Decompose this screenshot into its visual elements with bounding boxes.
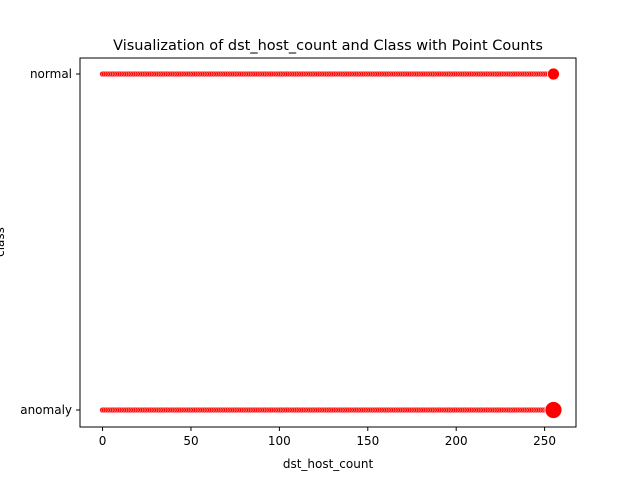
x-tick-label: 50 bbox=[183, 434, 198, 448]
y-tick-label: normal bbox=[30, 67, 72, 81]
y-axis: anomaly normal bbox=[20, 67, 80, 417]
large-point-normal bbox=[547, 67, 560, 81]
large-point-anomaly bbox=[544, 401, 563, 419]
x-tick-label: 200 bbox=[445, 434, 468, 448]
plot-frame bbox=[79, 57, 577, 428]
x-axis-label: dst_host_count bbox=[283, 457, 374, 471]
y-tick-label: anomaly bbox=[20, 403, 72, 417]
y-axis-label: class bbox=[0, 227, 7, 257]
plot-area bbox=[99, 67, 563, 419]
x-tick-label: 250 bbox=[533, 434, 556, 448]
x-axis: 0 50 100 150 200 250 bbox=[99, 427, 556, 448]
x-tick-label: 100 bbox=[268, 434, 291, 448]
x-tick-label: 0 bbox=[99, 434, 107, 448]
x-tick-label: 150 bbox=[356, 434, 379, 448]
chart-title: Visualization of dst_host_count and Clas… bbox=[113, 38, 543, 54]
